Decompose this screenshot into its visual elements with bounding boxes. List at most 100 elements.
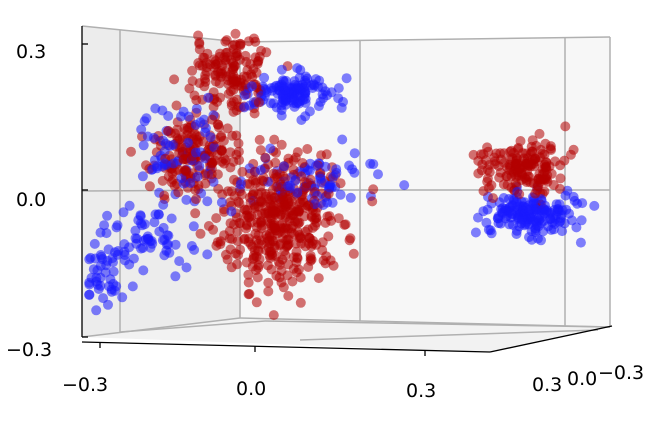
data-point-1421 [219, 206, 230, 217]
data-point-1325 [137, 220, 148, 231]
grid-lines [81, 25, 611, 341]
data-point-770 [167, 174, 178, 185]
data-point-1207 [191, 194, 201, 205]
data-point-355 [276, 139, 287, 150]
data-point-400 [170, 271, 181, 282]
data-point-1348 [555, 213, 566, 224]
data-point-1048 [321, 149, 332, 160]
data-point-1125 [194, 60, 205, 71]
data-point-640 [191, 103, 202, 114]
data-point-1313 [247, 81, 257, 92]
data-point-1438 [545, 141, 556, 152]
data-point-974 [254, 134, 265, 145]
data-point-836 [502, 179, 513, 190]
data-point-1409 [304, 232, 315, 243]
data-point-713 [184, 83, 195, 94]
data-point-1292 [232, 50, 242, 61]
data-point-1384 [299, 85, 310, 96]
data-point-1298 [315, 173, 326, 184]
data-point-177 [576, 215, 587, 226]
data-point-1366 [260, 189, 271, 199]
data-point-411 [473, 212, 483, 223]
data-point-1439 [528, 216, 539, 227]
data-point-1453 [289, 229, 300, 240]
data-point-1403 [501, 171, 512, 182]
data-point-600 [292, 63, 303, 74]
data-point-1441 [321, 251, 332, 262]
data-point-1435 [226, 262, 237, 273]
data-point-1341 [95, 280, 106, 291]
data-point-1452 [247, 261, 258, 272]
data-point-1241 [170, 239, 181, 250]
data-point-1167 [269, 134, 280, 145]
data-point-1377 [324, 182, 335, 193]
data-point-990 [237, 166, 248, 177]
data-point-1381 [502, 162, 513, 173]
data-point-478 [486, 228, 497, 239]
data-point-1358 [530, 188, 541, 199]
data-point-1386 [531, 204, 542, 215]
data-point-889 [341, 73, 352, 84]
data-point-1374 [283, 153, 294, 164]
data-point-483 [95, 227, 106, 238]
data-point-1256 [206, 169, 217, 180]
data-point-1465 [271, 80, 282, 91]
data-point-1179 [323, 231, 334, 242]
data-point-1344 [180, 165, 190, 175]
data-point-1371 [176, 142, 187, 152]
data-point-1202 [163, 126, 173, 137]
data-point-1050 [572, 198, 583, 209]
data-point-459 [99, 220, 110, 231]
data-point-1311 [239, 102, 250, 113]
data-point-856 [212, 237, 223, 248]
data-point-1332 [212, 58, 223, 69]
data-point-1294 [250, 52, 261, 63]
data-point-1127 [268, 98, 279, 109]
data-point-884 [561, 204, 572, 215]
data-point-879 [194, 39, 205, 49]
data-point-1026 [200, 178, 211, 189]
x-tick-label-mid: 0.0 [236, 378, 266, 400]
data-point-392 [555, 173, 566, 184]
data-point-1464 [235, 179, 246, 190]
data-point-237 [130, 225, 141, 236]
data-point-1359 [306, 212, 317, 223]
data-point-1126 [571, 222, 582, 233]
data-point-1248 [172, 124, 183, 135]
data-point-849 [249, 108, 260, 119]
data-point-1288 [132, 233, 142, 244]
data-point-479 [557, 226, 568, 237]
data-point-1263 [589, 200, 600, 211]
data-point-159 [230, 28, 241, 39]
data-point-1420 [300, 93, 311, 104]
data-point-917 [309, 80, 320, 91]
data-point-647 [84, 254, 95, 265]
data-point-666 [171, 100, 182, 111]
data-point-553 [159, 190, 170, 201]
data-point-1272 [205, 132, 216, 143]
data-point-1466 [560, 121, 571, 132]
data-point-1269 [148, 132, 159, 143]
data-point-937 [534, 128, 545, 139]
data-point-1426 [192, 171, 203, 182]
data-point-1143 [288, 164, 299, 175]
data-point-1412 [194, 161, 205, 172]
data-point-1090 [260, 152, 271, 163]
data-point-1309 [228, 76, 239, 87]
data-point-1423 [266, 246, 276, 257]
data-point-1328 [488, 193, 498, 204]
data-point-340 [313, 101, 324, 112]
data-point-1219 [207, 114, 218, 125]
data-point-1351 [95, 272, 106, 283]
data-point-438 [349, 148, 360, 159]
data-point-344 [89, 238, 100, 249]
data-point-993 [138, 242, 148, 253]
data-point-1153 [202, 196, 213, 207]
data-point-1093 [368, 159, 379, 170]
data-point-1139 [199, 81, 210, 92]
data-point-1254 [468, 149, 479, 160]
data-point-633 [296, 115, 307, 125]
data-point-1145 [159, 146, 170, 157]
data-point-932 [174, 256, 185, 267]
data-point-1388 [527, 154, 538, 165]
